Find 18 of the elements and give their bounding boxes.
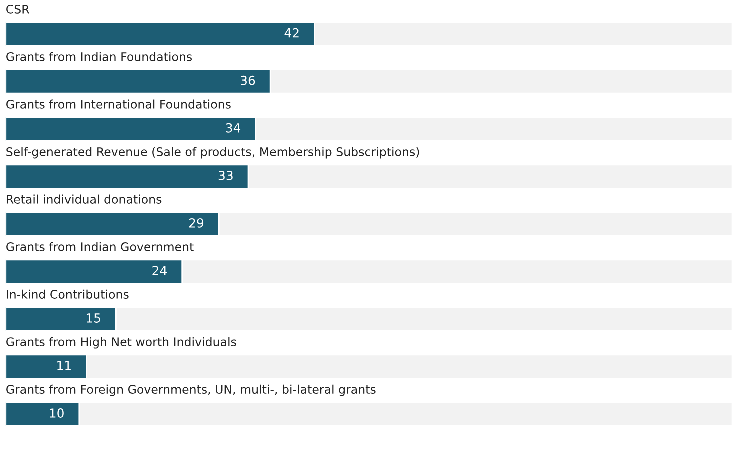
data-label: 33 bbox=[218, 170, 233, 180]
y-tick-label: Self-generated Revenue (Sale of products, Membership Subscriptions) bbox=[6, 147, 420, 159]
y-tick-label: CSR bbox=[6, 4, 30, 14]
data-label: 10 bbox=[50, 408, 64, 418]
data-label: 34 bbox=[226, 123, 241, 133]
data-label: 24 bbox=[152, 266, 167, 276]
y-tick-label: In-kind Contributions bbox=[7, 290, 129, 299]
data-label: 15 bbox=[86, 314, 100, 323]
data-label: 42 bbox=[284, 28, 299, 38]
y-tick-label: Retail individual donations bbox=[7, 194, 162, 204]
y-tick-label: Grants from Foreign Governments, UN, multi-, bi-lateral grants bbox=[6, 384, 376, 396]
data-label: 36 bbox=[240, 76, 256, 86]
y-tick-label: Grants from Indian Foundations bbox=[6, 52, 192, 62]
y-tick-label: Grants from Indian Government bbox=[6, 242, 194, 252]
data-label: 11 bbox=[58, 361, 71, 370]
data-label: 29 bbox=[189, 218, 204, 228]
y-tick-label: Grants from International Foundations bbox=[6, 100, 231, 109]
y-tick-label: Grants from High Net worth Individuals bbox=[6, 337, 236, 349]
